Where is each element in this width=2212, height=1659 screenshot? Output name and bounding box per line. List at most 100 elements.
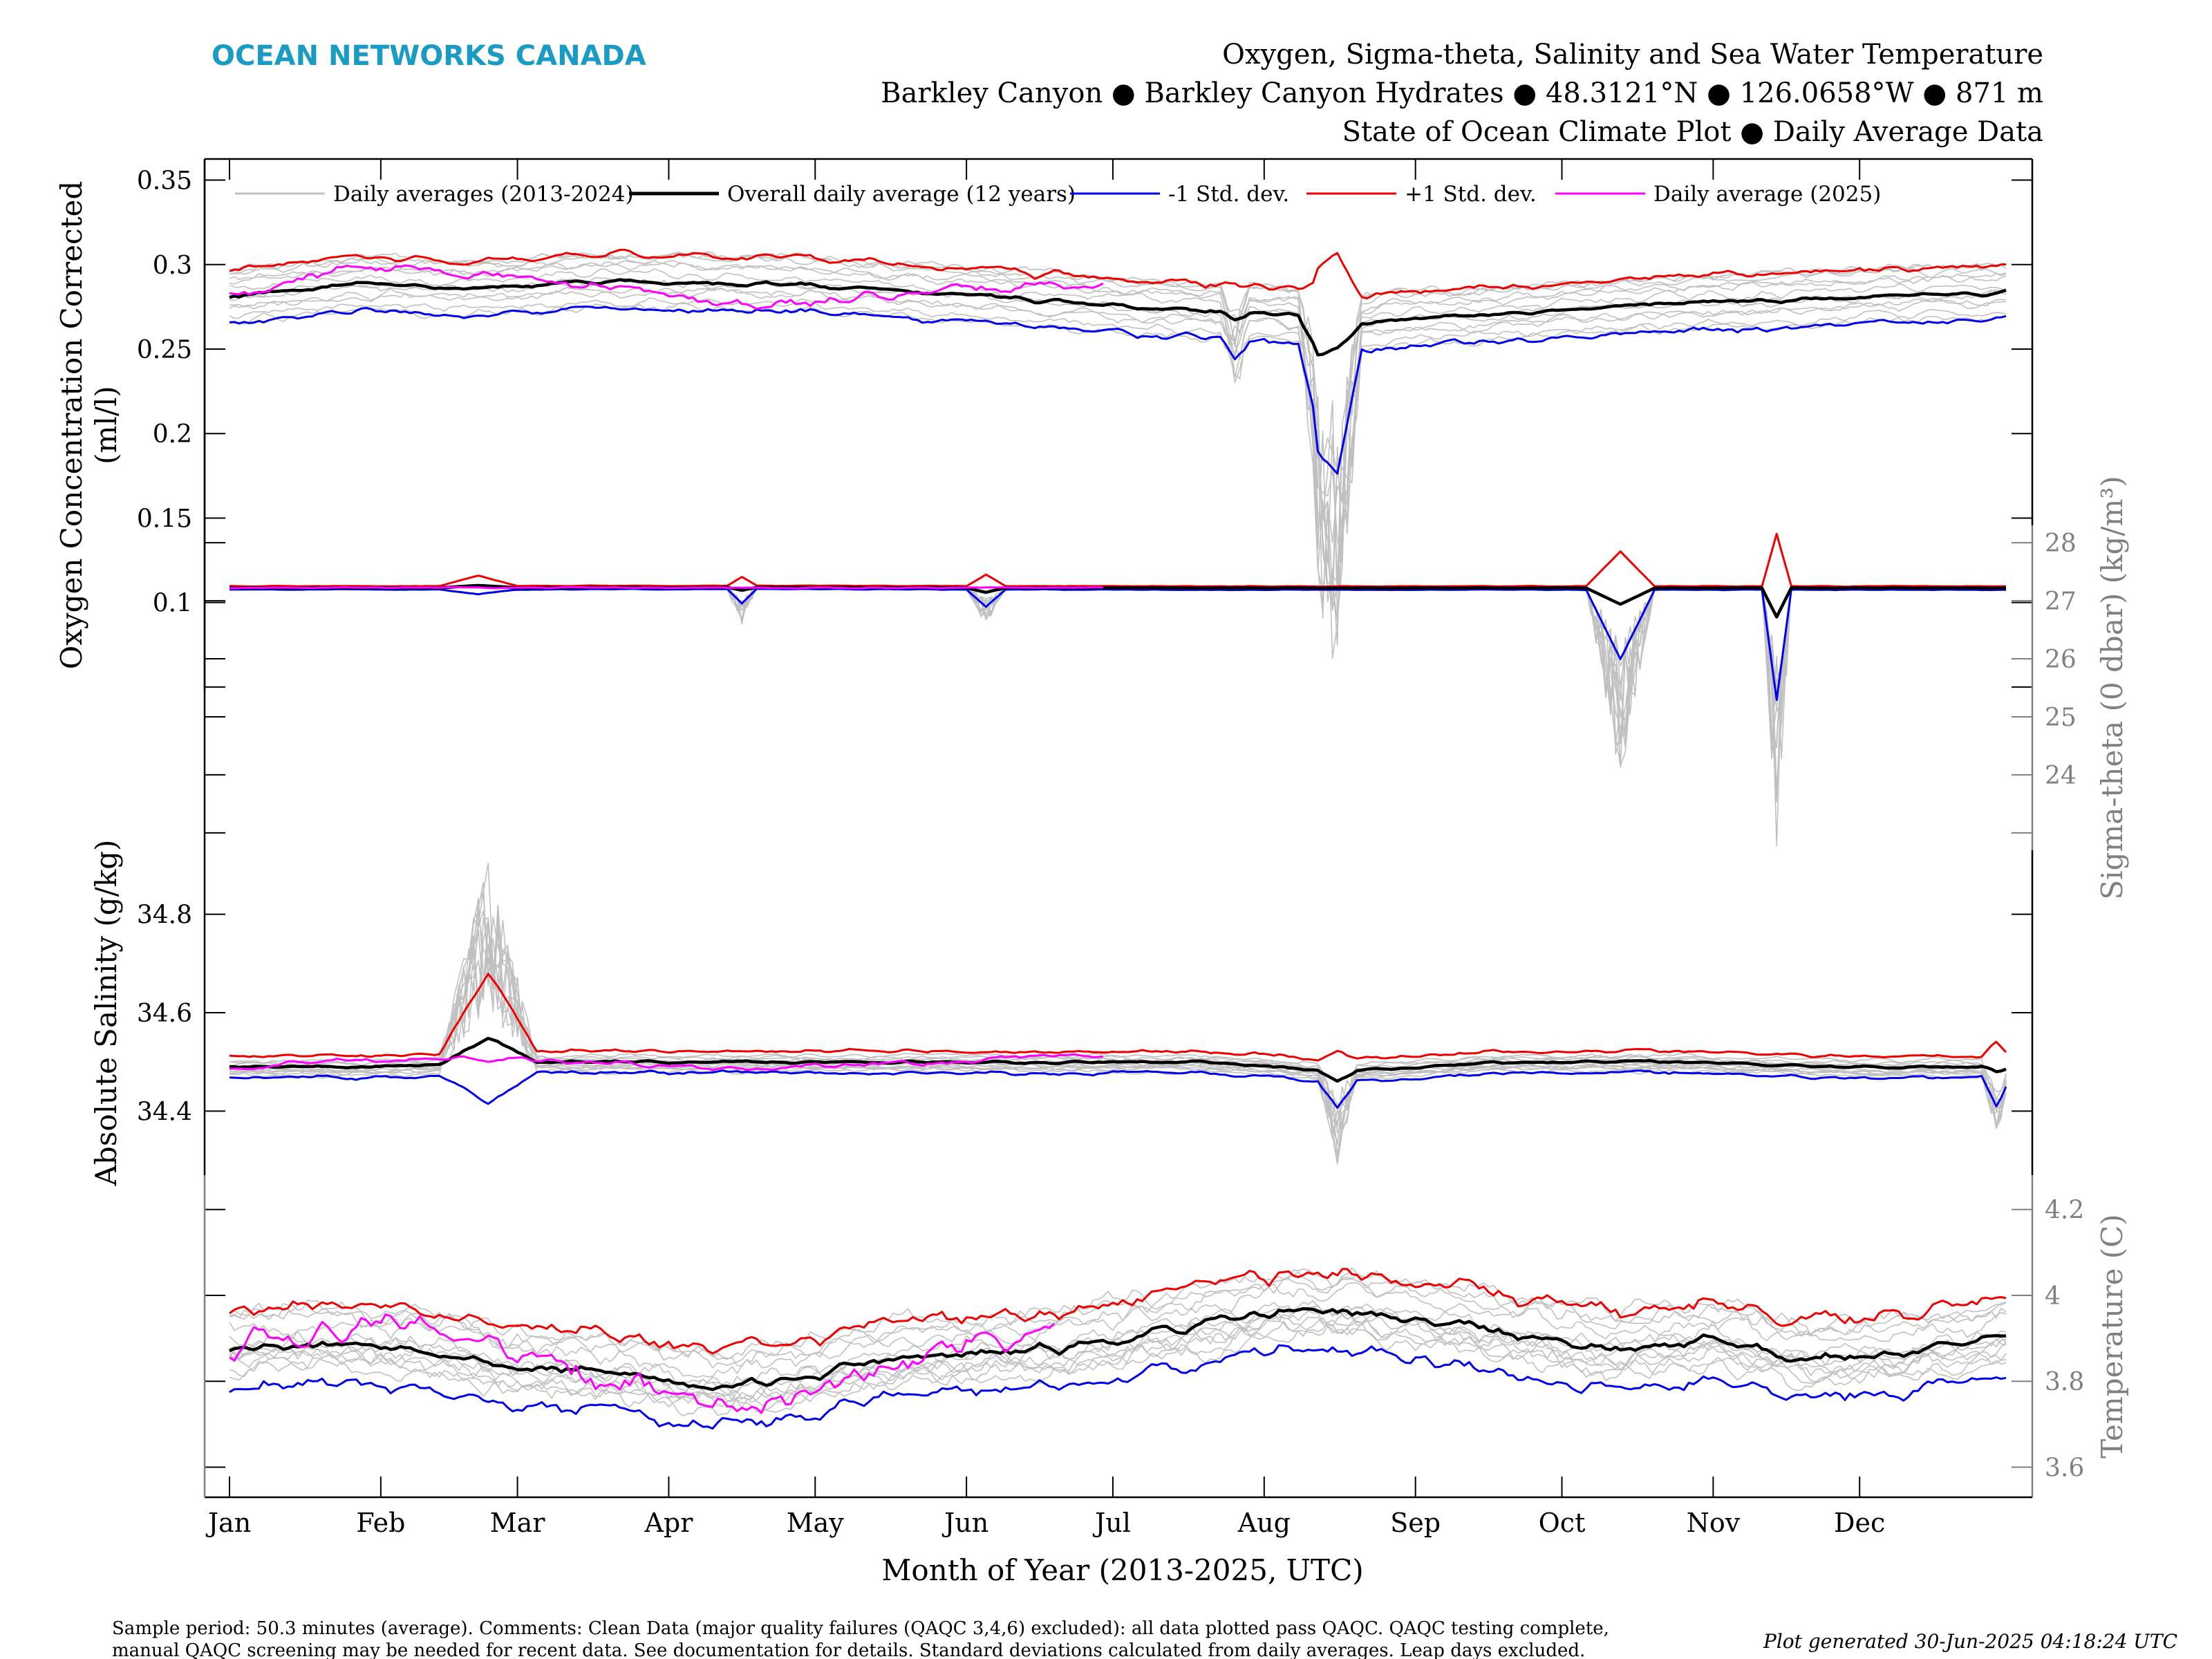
oxygen-history-line-8 bbox=[229, 252, 2007, 564]
legend-label-3: -1 Std. dev. bbox=[1168, 182, 1289, 207]
salinity-history-line-6 bbox=[229, 917, 2007, 1156]
footer-line-2: manual QAQC screening may be needed for … bbox=[112, 1640, 1585, 1659]
legend-label-1: Daily averages (2013-2024) bbox=[333, 182, 634, 207]
x-tick-label-mar: Mar bbox=[490, 1508, 546, 1538]
plot-area bbox=[229, 248, 2007, 1430]
salinity-history-line-10 bbox=[229, 911, 2007, 1125]
x-tick-label-aug: Aug bbox=[1237, 1508, 1291, 1538]
temperature-current-year-line bbox=[229, 1313, 1056, 1414]
oxygen-history-line-6 bbox=[229, 260, 2007, 646]
oxygen-tick-label: 0.15 bbox=[137, 505, 192, 533]
x-tick-label-apr: Apr bbox=[644, 1508, 693, 1538]
salinity-minus-std-line bbox=[229, 1069, 2007, 1109]
temperature-history-line-12 bbox=[229, 1316, 2007, 1407]
temperature-plus-std-line bbox=[229, 1268, 2007, 1355]
sigma-history-line-10 bbox=[229, 585, 2007, 749]
salinity-history-line-11 bbox=[229, 929, 2007, 1161]
oxygen-history-line-7 bbox=[229, 297, 2007, 659]
sigma-tick-label: 27 bbox=[2045, 588, 2077, 616]
legend-label-4: +1 Std. dev. bbox=[1405, 182, 1537, 207]
panel-oxygen bbox=[229, 248, 2007, 659]
title-line-1: Oxygen, Sigma-theta, Salinity and Sea Wa… bbox=[1222, 39, 2043, 71]
temperature-history-line-11 bbox=[229, 1275, 2007, 1369]
temperature-history-line-6 bbox=[229, 1267, 2007, 1360]
temperature-axis-label: Temperature (C) bbox=[2095, 1214, 2129, 1458]
temperature-tick-label: 4.2 bbox=[2045, 1197, 2084, 1225]
temperature-tick-label: 4 bbox=[2045, 1282, 2061, 1311]
sigma-minus-std-line bbox=[229, 588, 2007, 702]
generated-timestamp: Plot generated 30-Jun-2025 04:18:24 UTC bbox=[1763, 1630, 2177, 1653]
sigma-tick-label: 25 bbox=[2045, 704, 2077, 732]
x-tick-label-nov: Nov bbox=[1687, 1508, 1741, 1538]
salinity-current-year-line bbox=[229, 1053, 1103, 1071]
oxygen-history-line-1 bbox=[229, 268, 2007, 504]
legend-label-2: Overall daily average (12 years) bbox=[727, 182, 1076, 207]
x-tick-label-may: May bbox=[787, 1508, 845, 1538]
oxygen-history-line-11 bbox=[229, 288, 2007, 543]
salinity-axis-label: Absolute Salinity (g/kg) bbox=[89, 840, 123, 1187]
oxygen-tick-label: 0.3 bbox=[153, 252, 192, 280]
x-tick-label-feb: Feb bbox=[356, 1508, 405, 1538]
footer-line-1: Sample period: 50.3 minutes (average). C… bbox=[112, 1618, 1609, 1639]
sigma-history-line-6 bbox=[229, 583, 2007, 722]
temperature-history-line-8 bbox=[229, 1311, 2007, 1404]
oxygen-axis-label-line-1: Oxygen Concentration Corrected bbox=[55, 181, 88, 669]
sigma-plus-std-line bbox=[229, 532, 2007, 588]
sigma-history-line-8 bbox=[229, 585, 2007, 847]
panel-sigma bbox=[229, 532, 2007, 847]
panel-temperature bbox=[229, 1267, 2007, 1430]
sigma-axis-label: Sigma-theta (0 dbar) (kg/m³) bbox=[2095, 476, 2129, 899]
temperature-tick-label: 3.6 bbox=[2045, 1454, 2084, 1483]
salinity-history-line-5 bbox=[229, 890, 2007, 1144]
sigma-tick-label: 26 bbox=[2045, 646, 2077, 674]
salinity-history-line-3 bbox=[229, 881, 2007, 1145]
title-line-3: State of Ocean Climate Plot ● Daily Aver… bbox=[1342, 116, 2043, 148]
legend-label-5: Daily average (2025) bbox=[1653, 182, 1881, 207]
temperature-history-line-2 bbox=[229, 1271, 2007, 1367]
sigma-history-line-7 bbox=[229, 585, 2007, 760]
oxygen-overall-mean-line bbox=[229, 278, 2007, 357]
sigma-history-line-1 bbox=[229, 584, 2007, 702]
sigma-current-year-line bbox=[229, 585, 1103, 590]
sigma-history-line-3 bbox=[229, 584, 2007, 744]
salinity-overall-mean-line bbox=[229, 1036, 2007, 1083]
oxygen-tick-label: 0.2 bbox=[153, 420, 192, 449]
oxygen-minus-std-line bbox=[229, 306, 2007, 475]
x-tick-label-jan: Jan bbox=[205, 1508, 251, 1538]
temperature-history-line-10 bbox=[229, 1317, 2007, 1417]
sigma-history-line-5 bbox=[229, 585, 2007, 767]
sigma-history-line-2 bbox=[229, 583, 2006, 720]
oxygen-history-line-2 bbox=[229, 301, 2007, 619]
x-tick-label-jul: Jul bbox=[1092, 1508, 1131, 1538]
x-tick-label-jun: Jun bbox=[941, 1508, 988, 1538]
brand-logo: OCEAN NETWORKS CANADA bbox=[212, 40, 646, 72]
oxygen-history-line-12 bbox=[229, 253, 2007, 610]
sigma-history-line-9 bbox=[229, 584, 2007, 803]
x-tick-label-oct: Oct bbox=[1539, 1508, 1586, 1538]
oxygen-tick-label: 0.1 bbox=[153, 590, 192, 618]
sigma-tick-label: 24 bbox=[2045, 762, 2077, 790]
salinity-tick-label: 34.8 bbox=[137, 901, 192, 930]
sigma-tick-label: 28 bbox=[2045, 529, 2077, 558]
oxygen-current-year-line bbox=[229, 264, 1104, 310]
sigma-history-line-11 bbox=[229, 584, 2007, 748]
x-tick-label-dec: Dec bbox=[1834, 1508, 1885, 1538]
temperature-minus-std-line bbox=[229, 1344, 2007, 1430]
salinity-history-line-2 bbox=[229, 904, 2007, 1111]
salinity-plus-std-line bbox=[229, 973, 2007, 1062]
oxygen-tick-label: 0.35 bbox=[137, 167, 192, 196]
oxygen-tick-label: 0.25 bbox=[137, 336, 192, 364]
panel-salinity bbox=[229, 863, 2007, 1165]
sigma-history-line-12 bbox=[229, 586, 2007, 792]
x-axis-label: Month of Year (2013-2025, UTC) bbox=[881, 1553, 1363, 1587]
salinity-tick-label: 34.4 bbox=[137, 1098, 192, 1126]
sigma-history-line-4 bbox=[229, 584, 2007, 789]
x-tick-label-sep: Sep bbox=[1390, 1508, 1441, 1538]
axes: 0.1 0.15 0.2 0.25 0.3 0.35 Oxygen Concentratio… bbox=[55, 158, 2129, 1538]
oxygen-history-line-9 bbox=[229, 278, 2007, 603]
salinity-tick-label: 34.6 bbox=[137, 1000, 192, 1028]
temperature-tick-label: 3.8 bbox=[2045, 1368, 2084, 1396]
title-line-2: Barkley Canyon ● Barkley Canyon Hydrates… bbox=[881, 77, 2043, 109]
oxygen-history-line-5 bbox=[229, 287, 2007, 588]
